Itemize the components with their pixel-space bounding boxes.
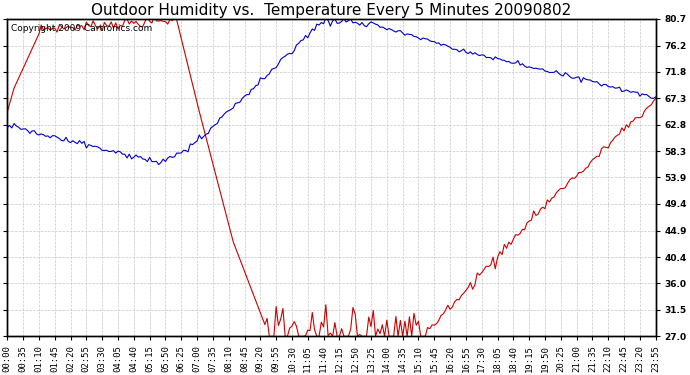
Title: Outdoor Humidity vs.  Temperature Every 5 Minutes 20090802: Outdoor Humidity vs. Temperature Every 5… — [91, 3, 571, 18]
Text: Copyright 2009 Cartronics.com: Copyright 2009 Cartronics.com — [10, 24, 152, 33]
